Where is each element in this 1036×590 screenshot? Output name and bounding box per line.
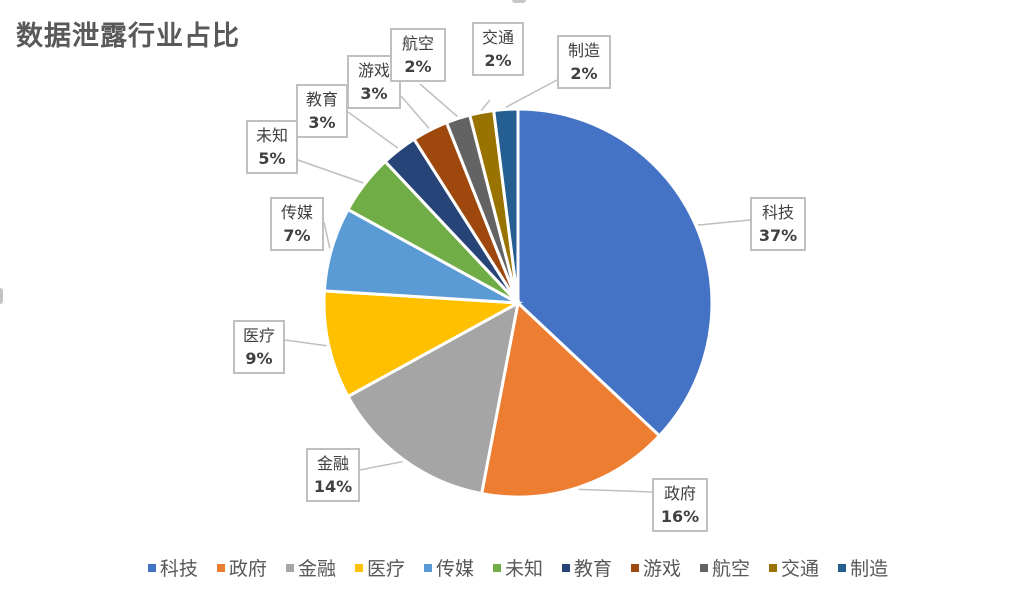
leader-line bbox=[284, 339, 327, 347]
data-label-unknown: 未知 5% bbox=[246, 120, 298, 174]
legend-item-finance[interactable]: 金融 bbox=[285, 554, 336, 581]
legend-swatch bbox=[423, 563, 432, 572]
legend-swatch bbox=[838, 563, 847, 572]
label-category: 传媒 bbox=[280, 203, 313, 222]
chart-title: 数据泄露行业占比 bbox=[16, 21, 240, 52]
legend-item-gaming[interactable]: 游戏 bbox=[631, 554, 681, 581]
legend-swatch bbox=[354, 563, 363, 572]
label-category: 科技 bbox=[761, 203, 794, 222]
label-category: 政府 bbox=[663, 484, 696, 503]
data-label-manufacturing: 制造 2% bbox=[557, 35, 611, 89]
leader-line bbox=[578, 488, 653, 493]
data-label-aviation: 航空 2% bbox=[390, 28, 446, 82]
pie-slice bbox=[492, 107, 520, 304]
label-category: 未知 bbox=[255, 126, 288, 145]
legend-item-aviation[interactable]: 航空 bbox=[700, 554, 750, 581]
left-edge-artifact bbox=[0, 288, 3, 304]
legend-swatch bbox=[631, 563, 640, 572]
data-label-healthcare: 医疗 9% bbox=[233, 320, 285, 374]
legend-label: 教育 bbox=[574, 558, 613, 580]
leader-line bbox=[400, 95, 430, 129]
leader-line bbox=[505, 79, 558, 109]
legend-label: 金融 bbox=[297, 558, 336, 580]
leader-line bbox=[697, 219, 751, 226]
label-percent: 16% bbox=[660, 507, 700, 526]
legend-swatch bbox=[147, 563, 156, 572]
data-label-government: 政府 16% bbox=[652, 478, 708, 532]
leader-lines bbox=[284, 79, 751, 493]
pie-slice bbox=[345, 300, 521, 496]
label-category: 医疗 bbox=[242, 326, 275, 345]
legend-label: 航空 bbox=[712, 558, 751, 580]
pie-slice bbox=[479, 300, 662, 499]
pie-slice bbox=[516, 107, 714, 438]
label-percent: 2% bbox=[484, 51, 512, 70]
legend-label: 科技 bbox=[159, 558, 198, 580]
legend-label: 医疗 bbox=[366, 558, 405, 580]
legend-item-healthcare[interactable]: 医疗 bbox=[354, 554, 405, 581]
legend-label: 传媒 bbox=[435, 558, 474, 580]
legend-label: 制造 bbox=[850, 558, 889, 580]
label-category: 制造 bbox=[567, 41, 600, 60]
label-percent: 2% bbox=[570, 64, 598, 83]
label-percent: 9% bbox=[245, 349, 273, 368]
legend-swatch bbox=[769, 563, 778, 572]
label-category: 航空 bbox=[401, 34, 434, 53]
legend-label: 未知 bbox=[504, 558, 543, 580]
label-category: 交通 bbox=[481, 28, 514, 47]
label-percent: 37% bbox=[758, 226, 798, 245]
leader-line bbox=[359, 460, 403, 471]
label-percent: 7% bbox=[283, 226, 311, 245]
legend-swatch bbox=[562, 563, 570, 572]
data-label-finance: 金融 14% bbox=[306, 448, 360, 502]
leader-line bbox=[480, 99, 491, 111]
legend: 科技 政府 金融 医疗 传媒 未知 教育 游戏 航空 交通 制造 bbox=[0, 554, 1036, 581]
legend-item-education[interactable]: 教育 bbox=[562, 554, 612, 581]
legend-item-tech[interactable]: 科技 bbox=[147, 554, 198, 581]
legend-swatch bbox=[216, 563, 225, 572]
leader-line bbox=[419, 83, 458, 118]
data-label-transport: 交通 2% bbox=[472, 22, 524, 76]
pie-slices bbox=[322, 107, 714, 499]
data-label-tech: 科技 37% bbox=[750, 197, 806, 251]
leader-line bbox=[347, 111, 399, 149]
label-percent: 3% bbox=[308, 113, 336, 132]
label-percent: 2% bbox=[404, 57, 432, 76]
pie-slice bbox=[322, 289, 524, 399]
label-percent: 3% bbox=[360, 84, 388, 103]
legend-swatch bbox=[285, 563, 294, 572]
leader-line bbox=[323, 221, 331, 249]
label-category: 金融 bbox=[316, 454, 349, 473]
label-percent: 14% bbox=[313, 477, 353, 496]
legend-item-media[interactable]: 传媒 bbox=[423, 554, 474, 581]
data-label-media: 传媒 7% bbox=[270, 197, 324, 251]
legend-label: 游戏 bbox=[643, 558, 682, 580]
legend-label: 交通 bbox=[781, 558, 820, 580]
top-edge-artifact bbox=[512, 0, 526, 3]
legend-swatch bbox=[700, 563, 709, 572]
label-category: 游戏 bbox=[357, 61, 390, 80]
legend-item-unknown[interactable]: 未知 bbox=[492, 554, 543, 581]
data-label-education: 教育 3% bbox=[296, 84, 348, 138]
label-percent: 5% bbox=[258, 149, 286, 168]
label-category: 教育 bbox=[305, 90, 338, 109]
leader-line bbox=[297, 159, 364, 184]
legend-item-transport[interactable]: 交通 bbox=[769, 554, 819, 581]
legend-swatch bbox=[492, 563, 501, 572]
legend-item-government[interactable]: 政府 bbox=[216, 554, 267, 581]
legend-item-manufacturing[interactable]: 制造 bbox=[838, 554, 888, 581]
legend-label: 政府 bbox=[228, 558, 267, 580]
